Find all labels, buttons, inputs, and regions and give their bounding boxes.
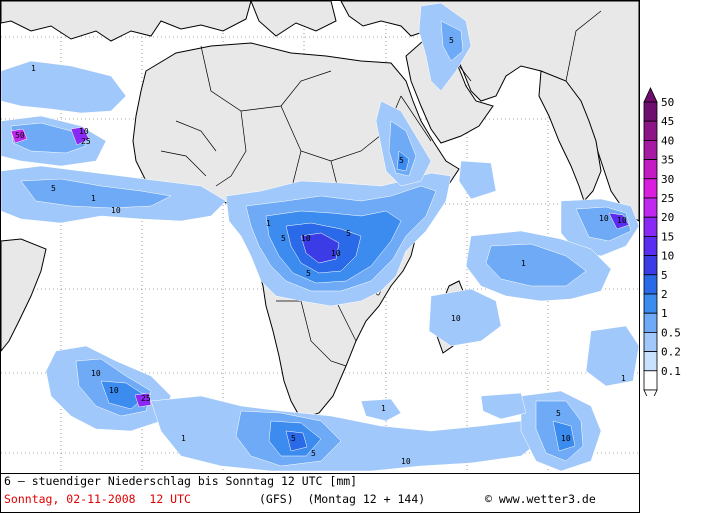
svg-text:10: 10 bbox=[617, 216, 627, 225]
legend-label-30: 30 bbox=[661, 173, 674, 186]
balkans-landmass bbox=[250, 1, 337, 37]
map-title: 6 – stuendiger Niederschlag bis Sonntag … bbox=[4, 474, 358, 488]
legend-label-40: 40 bbox=[661, 134, 674, 147]
legend-swatch-10 bbox=[643, 255, 658, 276]
svg-text:1: 1 bbox=[621, 374, 626, 383]
svg-text:10: 10 bbox=[91, 369, 101, 378]
svg-text:1: 1 bbox=[91, 194, 96, 203]
legend-bottom-arrow bbox=[643, 389, 658, 396]
legend-label-25: 25 bbox=[661, 192, 674, 205]
map-footer: 6 – stuendiger Niederschlag bis Sonntag … bbox=[0, 474, 640, 513]
svg-text:10: 10 bbox=[599, 214, 609, 223]
map-date: Sonntag, 02-11-2008 12 UTC bbox=[4, 492, 191, 506]
svg-text:10: 10 bbox=[79, 127, 89, 136]
south-america-landmass bbox=[1, 238, 47, 352]
precipitation-map: 1 50 10 25 5 10 1 10 10 5 5 5 1 5 5 10 1… bbox=[0, 0, 640, 474]
map-label-1: 1 bbox=[31, 64, 36, 73]
svg-text:25: 25 bbox=[141, 394, 151, 403]
svg-text:25: 25 bbox=[81, 137, 91, 146]
legend-label-45: 45 bbox=[661, 115, 674, 128]
svg-text:5: 5 bbox=[399, 156, 404, 165]
legend-top-arrow bbox=[643, 87, 658, 103]
legend-swatch-2 bbox=[643, 293, 658, 314]
legend-swatch-45 bbox=[643, 120, 658, 141]
model-info: (GFS) (Montag 12 + 144) bbox=[259, 492, 426, 506]
svg-text:1: 1 bbox=[381, 404, 386, 413]
svg-text:5: 5 bbox=[51, 184, 56, 193]
svg-text:5: 5 bbox=[311, 449, 316, 458]
legend-swatch-0-1 bbox=[643, 370, 658, 391]
legend-label-0-2: 0.2 bbox=[661, 346, 681, 359]
svg-text:10: 10 bbox=[301, 234, 311, 243]
svg-text:5: 5 bbox=[346, 229, 351, 238]
legend-swatch-0-2 bbox=[643, 351, 658, 372]
legend-swatch-5 bbox=[643, 274, 658, 295]
legend-swatch-1 bbox=[643, 312, 658, 333]
legend-label-2: 2 bbox=[661, 288, 668, 301]
credit-text[interactable]: © www.wetter3.de bbox=[485, 492, 596, 506]
svg-text:10: 10 bbox=[111, 206, 121, 215]
legend-swatch-15 bbox=[643, 235, 658, 256]
contour-labels: 1 50 10 25 5 10 1 10 10 5 5 5 1 5 5 10 1… bbox=[15, 36, 627, 466]
legend-label-5: 5 bbox=[661, 269, 668, 282]
legend-swatch-25 bbox=[643, 197, 658, 218]
asia-landmass bbox=[340, 1, 639, 222]
precipitation-fields bbox=[1, 2, 639, 472]
legend-swatch-30 bbox=[643, 178, 658, 199]
legend-swatch-40 bbox=[643, 140, 658, 161]
europe-landmass bbox=[1, 1, 252, 42]
svg-text:5: 5 bbox=[449, 36, 454, 45]
legend-label-1: 1 bbox=[661, 307, 668, 320]
legend-swatch-0-5 bbox=[643, 331, 658, 352]
svg-text:10: 10 bbox=[331, 249, 341, 258]
svg-text:10: 10 bbox=[561, 434, 571, 443]
svg-text:10: 10 bbox=[401, 457, 411, 466]
svg-text:5: 5 bbox=[291, 434, 296, 443]
svg-text:1: 1 bbox=[266, 219, 271, 228]
svg-text:5: 5 bbox=[306, 269, 311, 278]
legend-label-20: 20 bbox=[661, 211, 674, 224]
svg-text:1: 1 bbox=[521, 259, 526, 268]
legend-label-0-5: 0.5 bbox=[661, 326, 681, 339]
legend-label-50: 50 bbox=[661, 96, 674, 109]
legend-label-0-1: 0.1 bbox=[661, 365, 681, 378]
svg-text:1: 1 bbox=[181, 434, 186, 443]
legend-label-35: 35 bbox=[661, 154, 674, 167]
legend-label-10: 10 bbox=[661, 250, 674, 263]
svg-text:10: 10 bbox=[451, 314, 461, 323]
legend-swatch-50 bbox=[643, 101, 658, 122]
legend-swatch-35 bbox=[643, 159, 658, 180]
precipitation-legend: 50 45 40 35 30 25 20 15 10 5 2 1 0.5 0.2 0.1 bbox=[642, 86, 704, 396]
india-landmass bbox=[538, 70, 602, 202]
svg-text:5: 5 bbox=[281, 234, 286, 243]
svg-text:10: 10 bbox=[109, 386, 119, 395]
legend-label-15: 15 bbox=[661, 230, 674, 243]
svg-text:5: 5 bbox=[556, 409, 561, 418]
svg-text:50: 50 bbox=[15, 131, 25, 140]
legend-swatch-20 bbox=[643, 216, 658, 237]
